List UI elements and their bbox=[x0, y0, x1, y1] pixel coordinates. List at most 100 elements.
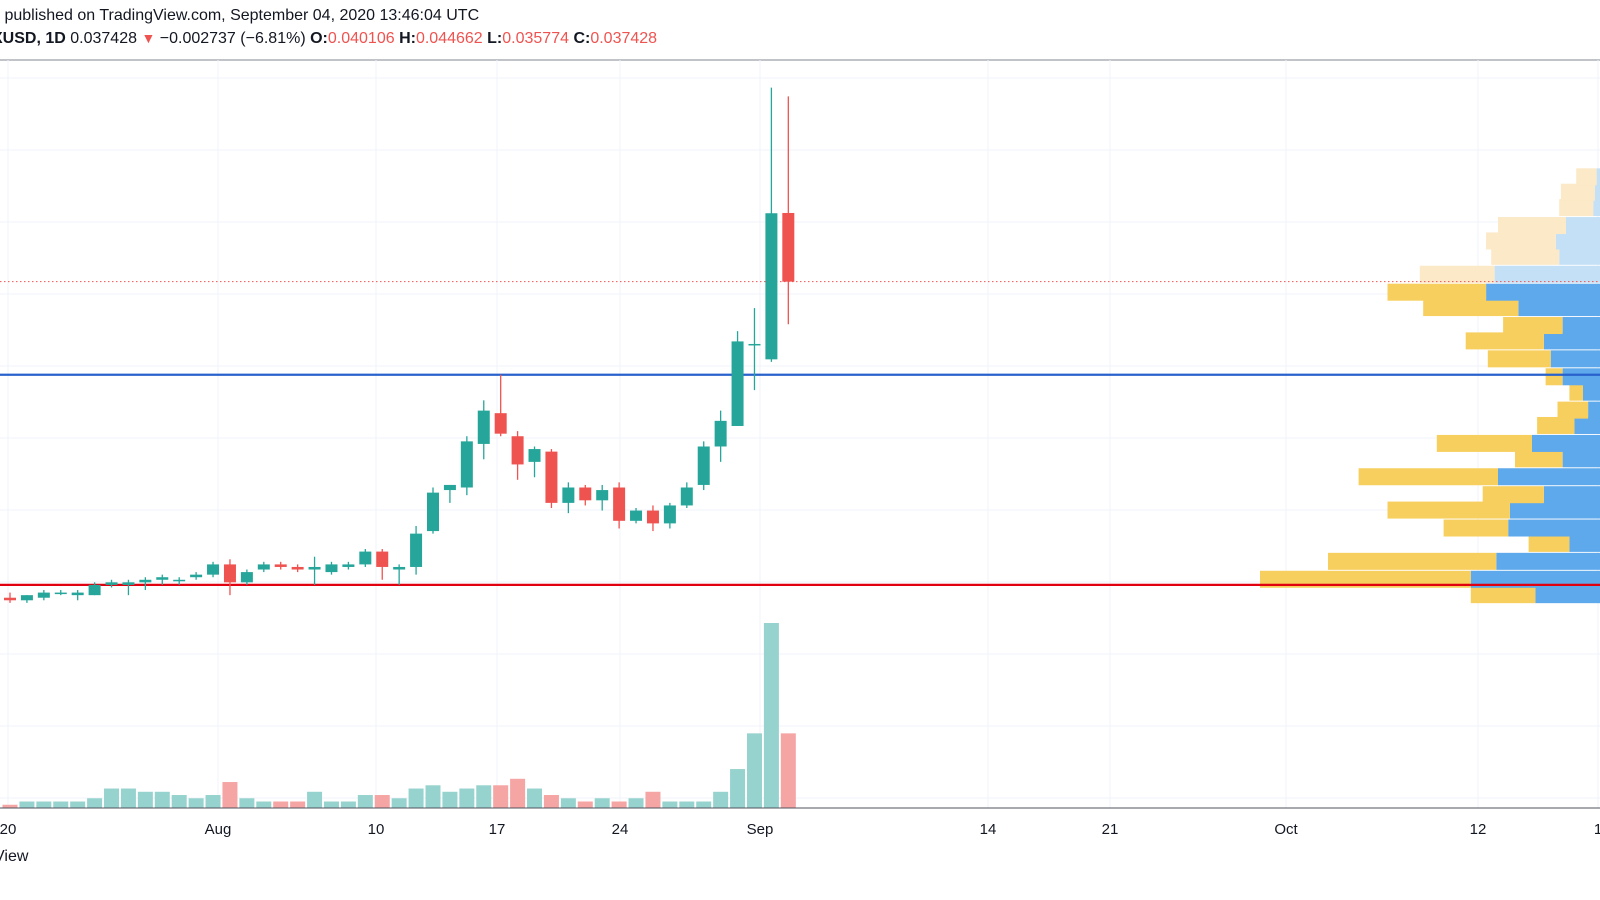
volume-profile-up-bar bbox=[1562, 450, 1600, 468]
volume-bar bbox=[594, 798, 610, 808]
candle-body bbox=[596, 490, 609, 501]
price-change: −0.002737 (−6.81%) bbox=[159, 30, 306, 47]
volume-bar bbox=[763, 623, 779, 808]
volume-bar bbox=[696, 801, 712, 808]
symbol-label[interactable]: XUSD, 1D bbox=[0, 30, 66, 47]
candle-body bbox=[765, 213, 778, 360]
volume-profile-up-bar bbox=[1559, 247, 1600, 265]
down-arrow-icon: ▼ bbox=[141, 30, 156, 46]
volume-profile-down-bar bbox=[1560, 183, 1595, 201]
candle-body bbox=[325, 564, 338, 573]
high-label: H: bbox=[399, 30, 416, 47]
volume-profile-down-bar bbox=[1465, 332, 1544, 350]
volume-profile-up-bar bbox=[1543, 332, 1600, 350]
volume-bar bbox=[628, 798, 644, 808]
volume-bar bbox=[188, 798, 204, 808]
x-tick-label: 10 bbox=[368, 821, 385, 838]
volume-bar bbox=[104, 788, 120, 808]
volume-profile-down-bar bbox=[1423, 299, 1519, 317]
candle-body bbox=[308, 566, 321, 570]
volume-profile-down-bar bbox=[1559, 199, 1594, 217]
candle-body bbox=[88, 584, 101, 596]
volume-profile-up-bar bbox=[1496, 552, 1600, 570]
volume-profile-up-bar bbox=[1569, 534, 1600, 552]
volume-bar bbox=[256, 801, 272, 808]
candle-body bbox=[173, 579, 186, 582]
candle-body bbox=[240, 572, 253, 583]
x-tick-label: 12 bbox=[1470, 821, 1487, 838]
volume-profile-up-bar bbox=[1543, 486, 1600, 504]
volume-bar bbox=[290, 801, 306, 808]
volume-profile-down-bar bbox=[1487, 350, 1551, 368]
volume-profile-down-bar bbox=[1515, 450, 1563, 468]
x-tick-label: 17 bbox=[489, 821, 506, 838]
volume-bar bbox=[120, 788, 136, 808]
volume-profile-down-bar bbox=[1537, 416, 1575, 434]
volume-bar bbox=[19, 801, 35, 808]
candle-body bbox=[139, 579, 152, 583]
candle-body bbox=[410, 533, 423, 567]
volume-bar bbox=[137, 791, 153, 808]
volume-bar bbox=[527, 788, 543, 808]
open-label: O: bbox=[310, 30, 328, 47]
volume-bar bbox=[2, 804, 18, 808]
low-label: L: bbox=[487, 30, 503, 47]
candle-body bbox=[663, 505, 676, 524]
volume-profile-up-bar bbox=[1588, 401, 1600, 419]
candle-body bbox=[274, 564, 287, 567]
volume-bar bbox=[425, 785, 441, 808]
volume-profile-up-bar bbox=[1508, 519, 1600, 537]
volume-profile-up-bar bbox=[1550, 350, 1600, 368]
volume-profile-down-bar bbox=[1576, 168, 1597, 186]
volume-bar bbox=[543, 795, 559, 808]
candle-body bbox=[20, 595, 33, 601]
volume-bar bbox=[679, 801, 695, 808]
candle-body bbox=[257, 564, 270, 570]
volume-bar bbox=[273, 801, 289, 808]
volume-profile-down-bar bbox=[1503, 317, 1563, 335]
volume-profile-up-bar bbox=[1535, 586, 1600, 604]
candle-body bbox=[511, 436, 524, 465]
volume-bar bbox=[222, 782, 238, 808]
candle-body bbox=[613, 487, 626, 521]
candle-body bbox=[748, 343, 761, 346]
candle-body bbox=[494, 413, 507, 434]
volume-bar bbox=[239, 798, 255, 808]
volume-bar bbox=[730, 769, 746, 808]
candle-body bbox=[646, 510, 659, 524]
volume-profile-down-bar bbox=[1569, 383, 1583, 401]
candle-body bbox=[105, 582, 118, 585]
volume-profile-down-bar bbox=[1470, 586, 1536, 604]
candle-body bbox=[359, 551, 372, 565]
volume-bar bbox=[154, 791, 170, 808]
volume-bar bbox=[171, 795, 187, 808]
volume-profile-up-bar bbox=[1562, 368, 1600, 386]
volume-profile-down-bar bbox=[1486, 232, 1556, 250]
volume-bar bbox=[408, 788, 424, 808]
volume-profile-up-bar bbox=[1594, 183, 1600, 201]
volume-bar bbox=[662, 801, 678, 808]
volume-bar bbox=[510, 778, 526, 808]
volume-bar bbox=[205, 795, 221, 808]
volume-bar bbox=[70, 801, 86, 808]
volume-profile-down-bar bbox=[1358, 468, 1498, 486]
volume-bar bbox=[442, 791, 458, 808]
close-label: C: bbox=[573, 30, 591, 47]
volume-profile-down-bar bbox=[1328, 552, 1497, 570]
candle-body bbox=[342, 564, 355, 567]
close-value: 0.037428 bbox=[590, 30, 658, 47]
candle-body bbox=[697, 446, 710, 485]
volume-profile-up-bar bbox=[1555, 232, 1600, 250]
high-value: 0.044662 bbox=[415, 30, 483, 47]
volume-bar bbox=[36, 801, 52, 808]
candle-body bbox=[223, 564, 236, 583]
candle-body bbox=[37, 592, 50, 598]
candle-body bbox=[630, 510, 643, 521]
candle-body bbox=[122, 582, 135, 585]
ohlc-legend: XUSD, 1D 0.037428 ▼ −0.002737 (−6.81%) O… bbox=[0, 30, 657, 48]
volume-profile-up-bar bbox=[1574, 416, 1600, 434]
volume-profile-up-bar bbox=[1532, 434, 1600, 452]
candle-body bbox=[443, 484, 456, 491]
x-tick-label: Sep bbox=[747, 821, 774, 838]
